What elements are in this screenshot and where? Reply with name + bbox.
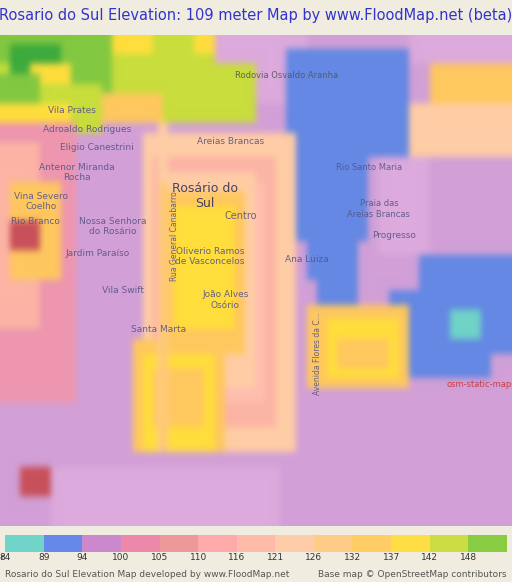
Text: João Alves
Osório: João Alves Osório (202, 290, 248, 310)
Text: Progresso: Progresso (372, 230, 416, 240)
Bar (198, 535, 237, 552)
Text: 116: 116 (228, 553, 245, 562)
Text: Vila Prates: Vila Prates (48, 107, 96, 115)
Text: osm-static-maps: osm-static-maps (446, 379, 512, 389)
Bar (352, 535, 391, 552)
Bar (121, 535, 160, 552)
Text: Oliverio Ramos
de Vasconcelos: Oliverio Ramos de Vasconcelos (175, 247, 245, 267)
Text: Rio Santo Maria: Rio Santo Maria (335, 163, 402, 172)
Bar (5, 535, 44, 552)
Text: 126: 126 (305, 553, 323, 562)
Text: meter: meter (0, 553, 5, 562)
Text: 94: 94 (77, 553, 88, 562)
Text: 137: 137 (382, 553, 400, 562)
Text: Antenor Miranda
Rocha: Antenor Miranda Rocha (39, 162, 115, 182)
Text: 105: 105 (151, 553, 168, 562)
Text: Ana Luiza: Ana Luiza (285, 255, 329, 264)
Text: Centro: Centro (224, 211, 257, 222)
Text: Avenida Flores da C...: Avenida Flores da C... (313, 313, 322, 395)
Text: Santa Marta: Santa Marta (131, 325, 186, 334)
Bar (391, 535, 430, 552)
Text: 142: 142 (421, 553, 438, 562)
Text: 110: 110 (189, 553, 207, 562)
Text: Rosario do Sul Elevation Map developed by www.FloodMap.net: Rosario do Sul Elevation Map developed b… (5, 570, 289, 579)
Bar (275, 535, 314, 552)
Text: Rosário do
Sul: Rosário do Sul (172, 182, 238, 210)
Text: Vila Swift: Vila Swift (102, 286, 144, 294)
Text: Jardim Paraíso: Jardim Paraíso (65, 249, 130, 258)
Bar (314, 535, 352, 552)
Text: Rio Branco: Rio Branco (11, 217, 60, 226)
Text: 84: 84 (0, 553, 11, 562)
Bar (44, 535, 82, 552)
Text: Rua General Canabarro: Rua General Canabarro (169, 191, 179, 281)
Text: 148: 148 (460, 553, 477, 562)
Text: Base map © OpenStreetMap contributors: Base map © OpenStreetMap contributors (318, 570, 507, 579)
Text: 121: 121 (267, 553, 284, 562)
Bar (237, 535, 275, 552)
Text: 132: 132 (344, 553, 361, 562)
Bar (160, 535, 198, 552)
Text: 100: 100 (112, 553, 130, 562)
Bar (82, 535, 121, 552)
Text: Praia das
Areias Brancas: Praia das Areias Brancas (348, 200, 410, 219)
Text: Nossa Senhora
do Rosário: Nossa Senhora do Rosário (79, 217, 146, 236)
Text: Rosario do Sul Elevation: 109 meter Map by www.FloodMap.net (beta): Rosario do Sul Elevation: 109 meter Map … (0, 8, 512, 23)
Bar (468, 535, 507, 552)
Text: Eligio Canestrini: Eligio Canestrini (60, 143, 134, 152)
Text: 89: 89 (38, 553, 50, 562)
Text: Areias Brancas: Areias Brancas (197, 137, 264, 147)
Text: Vina Severo
Coelho: Vina Severo Coelho (14, 192, 68, 211)
Bar (430, 535, 468, 552)
Text: Adroaldo Rodrigues: Adroaldo Rodrigues (43, 125, 131, 134)
Text: Rodovia Osvaldo Aranha: Rodovia Osvaldo Aranha (235, 70, 338, 80)
